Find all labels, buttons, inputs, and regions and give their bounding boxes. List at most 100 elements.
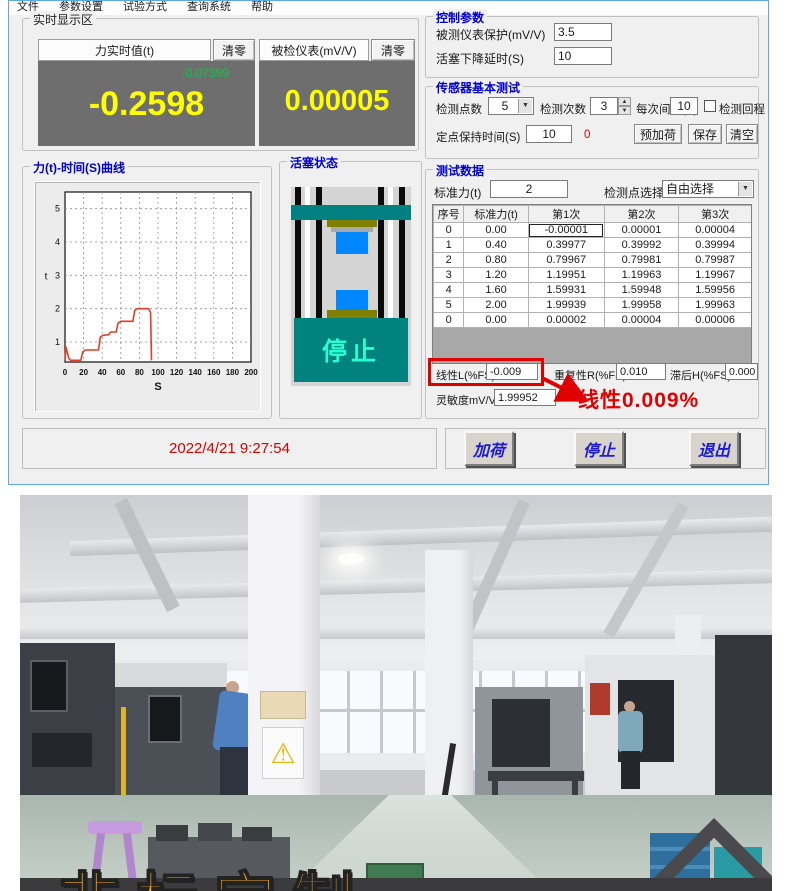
menu-item-3[interactable]: 查询系统 xyxy=(187,1,231,13)
table-cell[interactable]: 0.79981 xyxy=(603,252,680,268)
table-cell[interactable]: 0.80 xyxy=(463,252,529,268)
menu-item-0[interactable]: 文件 xyxy=(17,1,39,13)
return-checkbox[interactable] xyxy=(704,100,716,112)
table-cell[interactable]: 0 xyxy=(433,312,465,328)
force-time-chart: 0 20 40 60 80 100 120 140 160 180 200 1 2 3 4 5 t S xyxy=(45,191,258,393)
table-cell[interactable]: 3 xyxy=(433,267,465,283)
menu-bar: 文件 参数设置 试验方式 查询系统 帮助 xyxy=(9,1,768,15)
table-cell[interactable]: 1.99939 xyxy=(527,297,605,313)
table-cell[interactable]: 0.00004 xyxy=(603,312,680,328)
std-force-label: 标准力(t) xyxy=(434,186,482,200)
table-cell[interactable]: 0.00002 xyxy=(527,312,605,328)
clear-button[interactable]: 清空 xyxy=(726,124,758,144)
stop-button-label: 停止 xyxy=(582,442,615,460)
svg-text:140: 140 xyxy=(189,368,203,377)
table-cell[interactable]: 1.60 xyxy=(463,282,529,298)
table-cell[interactable]: 2 xyxy=(433,252,465,268)
svg-text:3: 3 xyxy=(55,270,60,280)
times-input[interactable]: 3 xyxy=(590,97,618,115)
machine-crossbeam xyxy=(291,205,411,220)
std-force-input[interactable]: 2 xyxy=(490,180,568,198)
interval-input[interactable]: 10 xyxy=(670,97,698,115)
table-cell[interactable]: 1.59956 xyxy=(678,282,751,298)
photo-machine-screen2 xyxy=(148,695,182,743)
save-button[interactable]: 保存 xyxy=(688,124,722,144)
measurement-table[interactable]: 序号 标准力(t) 第1次 第2次 第3次 0 0.00 -0.00001 0.00001 0.0… xyxy=(433,205,751,328)
results-grid[interactable]: 序号 标准力(t) 第1次 第2次 第3次 0 0.00 -0.00001 0.00001 0.0… xyxy=(432,204,752,364)
protect-label: 被测仪表保护(mV/V) xyxy=(436,28,546,42)
table-cell[interactable]: 1.99958 xyxy=(603,297,680,313)
table-cell[interactable]: 0.79987 xyxy=(678,252,751,268)
table-row[interactable]: 4 1.60 1.59931 1.59948 1.59956 xyxy=(433,282,751,298)
menu-item-4[interactable]: 帮助 xyxy=(251,1,273,13)
svg-text:1: 1 xyxy=(55,337,60,347)
table-cell[interactable]: 0.00004 xyxy=(678,222,751,238)
table-cell[interactable]: 2.00 xyxy=(463,297,529,313)
table-row[interactable]: 0 0.00 -0.00001 0.00001 0.00004 xyxy=(433,222,751,238)
svg-text:5: 5 xyxy=(55,204,60,214)
repeatability-input[interactable]: 0.010 xyxy=(616,363,666,380)
test-data-group: 测试数据 标准力(t) 2 检测点选择 自由选择 ▼ 序号 标准力(t) 第1次 第2… xyxy=(425,162,759,419)
point-select-dropdown[interactable]: 自由选择 ▼ xyxy=(662,180,754,198)
menu-item-2[interactable]: 试验方式 xyxy=(123,1,167,13)
table-cell[interactable]: 0.00006 xyxy=(678,312,751,328)
table-cell[interactable]: 0.39994 xyxy=(678,237,751,253)
table-row[interactable]: 5 2.00 1.99939 1.99958 1.99963 xyxy=(433,297,751,313)
sensitivity-input[interactable]: 1.99952 xyxy=(494,389,556,406)
table-cell[interactable]: 1.99963 xyxy=(678,297,751,313)
table-cell[interactable]: 1.59948 xyxy=(603,282,680,298)
points-select[interactable]: 5 ▼ xyxy=(488,97,534,115)
table-cell[interactable]: 1.59931 xyxy=(527,282,605,298)
svg-text:100: 100 xyxy=(151,368,165,377)
force-clear-label: 清零 xyxy=(221,43,246,58)
preload-button[interactable]: 预加荷 xyxy=(634,124,682,144)
force-label: 力实时值(t) xyxy=(94,43,155,58)
table-cell[interactable]: 1.19967 xyxy=(678,267,751,283)
times-spin-up-icon[interactable]: ▲ xyxy=(618,97,631,106)
point-select-arrow-icon[interactable]: ▼ xyxy=(738,182,752,196)
exit-button[interactable]: 退出 xyxy=(689,431,739,466)
table-cell[interactable]: 1.20 xyxy=(463,267,529,283)
table-row[interactable]: 2 0.80 0.79967 0.79981 0.79987 xyxy=(433,252,751,268)
delay-input[interactable]: 10 xyxy=(554,47,612,65)
table-cell[interactable]: 0.39992 xyxy=(603,237,680,253)
points-label: 检测点数 xyxy=(436,104,482,116)
control-group: 控制参数 被测仪表保护(mV/V) 3.5 活塞下降延时(S) 10 xyxy=(425,9,759,78)
table-cell[interactable]: 1 xyxy=(433,237,465,253)
table-cell[interactable]: 0.00 xyxy=(463,312,529,328)
piston-group-title: 活塞状态 xyxy=(287,154,342,171)
table-cell[interactable]: 1.19951 xyxy=(527,267,605,283)
table-cell[interactable]: 5 xyxy=(433,297,465,313)
force-header: 力实时值(t) xyxy=(38,39,211,61)
table-row[interactable]: 3 1.20 1.19951 1.19963 1.19967 xyxy=(433,267,751,283)
table-cell[interactable]: 0.00 xyxy=(463,222,529,238)
table-cell[interactable]: 0.40 xyxy=(463,237,529,253)
table-cell[interactable]: 0.00001 xyxy=(603,222,680,238)
table-cell[interactable]: 0.39977 xyxy=(527,237,605,253)
menu-item-1[interactable]: 参数设置 xyxy=(59,1,103,13)
points-dropdown-arrow-icon[interactable]: ▼ xyxy=(518,99,532,113)
protect-input[interactable]: 3.5 xyxy=(554,23,612,41)
table-row[interactable]: 0 0.00 0.00002 0.00004 0.00006 xyxy=(433,312,751,328)
photo-machine-screen xyxy=(30,660,68,712)
photo-ceiling-beam xyxy=(20,627,772,639)
load-button[interactable]: 加荷 xyxy=(464,431,514,466)
factory-photo: ⚠ 非标定制 xyxy=(20,495,772,891)
times-spin-down-icon[interactable]: ▼ xyxy=(618,106,631,115)
gauge-clear-button[interactable]: 清零 xyxy=(371,39,415,61)
table-cell[interactable]: 4 xyxy=(433,282,465,298)
photo-machine-mid-opening xyxy=(492,699,550,767)
lower-plate xyxy=(327,310,377,318)
table-row[interactable]: 1 0.40 0.39977 0.39992 0.39994 xyxy=(433,237,751,253)
stop-button[interactable]: 停止 xyxy=(574,431,624,466)
hysteresis-input[interactable]: 0.000 xyxy=(725,363,758,380)
linearity-input[interactable]: -0.009 xyxy=(486,363,538,380)
table-cell[interactable]: 1.19963 xyxy=(603,267,680,283)
table-cell[interactable]: -0.00001 xyxy=(527,222,605,238)
force-clear-button[interactable]: 清零 xyxy=(213,39,255,61)
save-label: 保存 xyxy=(692,127,717,142)
hold-input[interactable]: 10 xyxy=(526,125,572,143)
table-cell[interactable]: 0 xyxy=(433,222,465,238)
photo-warning-sign: ⚠ xyxy=(262,727,304,779)
table-cell[interactable]: 0.79967 xyxy=(527,252,605,268)
